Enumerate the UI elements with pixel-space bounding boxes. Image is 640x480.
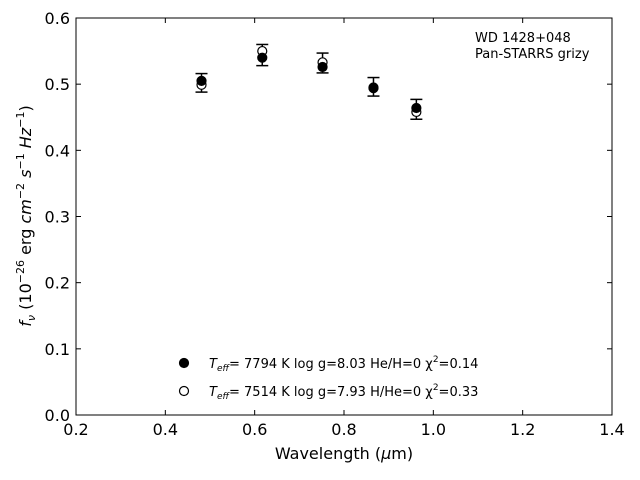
x-axis-title: Wavelength (μm)	[275, 444, 413, 463]
filled-model-point	[257, 52, 268, 63]
y-tick-label: 0.2	[45, 274, 70, 293]
x-tick-label: 0.6	[242, 420, 267, 439]
filled-model-point	[317, 61, 328, 73]
axis-ticks	[75, 17, 613, 416]
x-tick-label: 0.4	[153, 420, 178, 439]
data-points	[196, 45, 422, 118]
legend-marker-filled	[178, 357, 190, 369]
x-tick-label: 1.0	[421, 420, 446, 439]
legend-label: Teff= 7514 K log g=7.93 H/He=0 χ2=0.33	[209, 383, 478, 402]
legend-label: Teff= 7794 K log g=8.03 He/H=0 χ2=0.14	[209, 355, 478, 374]
filled-model-point	[411, 102, 422, 114]
x-tick-label: 0.8	[331, 420, 356, 439]
x-tick-label: 1.2	[510, 420, 535, 439]
axis-tick-labels: 0.2 0.4 0.6 0.8 1.0 1.2 1.4 0.0 0.1 0.2 0.3 0.4 0.5 0…	[45, 9, 625, 439]
x-tick-label: 0.2	[63, 420, 88, 439]
x-tick-label: 1.4	[599, 420, 624, 439]
annotation-line-1: WD 1428+048	[475, 31, 571, 46]
plot-area	[75, 17, 613, 416]
annotation-line-2: Pan-STARRS grizy	[475, 47, 590, 62]
filled-model-point	[196, 75, 207, 86]
filled-model-point	[368, 83, 379, 94]
y-tick-label: 0.3	[45, 208, 70, 227]
y-tick-label: 0.6	[45, 9, 70, 28]
y-tick-label: 0.1	[45, 340, 70, 359]
legend-marker-open	[178, 385, 190, 397]
y-tick-label: 0.5	[45, 75, 70, 94]
y-axis-title: fν (10−26 erg cm−2 s−1 Hz−1)	[14, 105, 38, 326]
legend: Teff= 7794 K log g=8.03 He/H=0 χ2=0.14 Te…	[178, 355, 478, 402]
y-tick-label: 0.4	[45, 141, 70, 160]
y-tick-label: 0.0	[45, 406, 70, 425]
plot-frame	[75, 17, 613, 416]
